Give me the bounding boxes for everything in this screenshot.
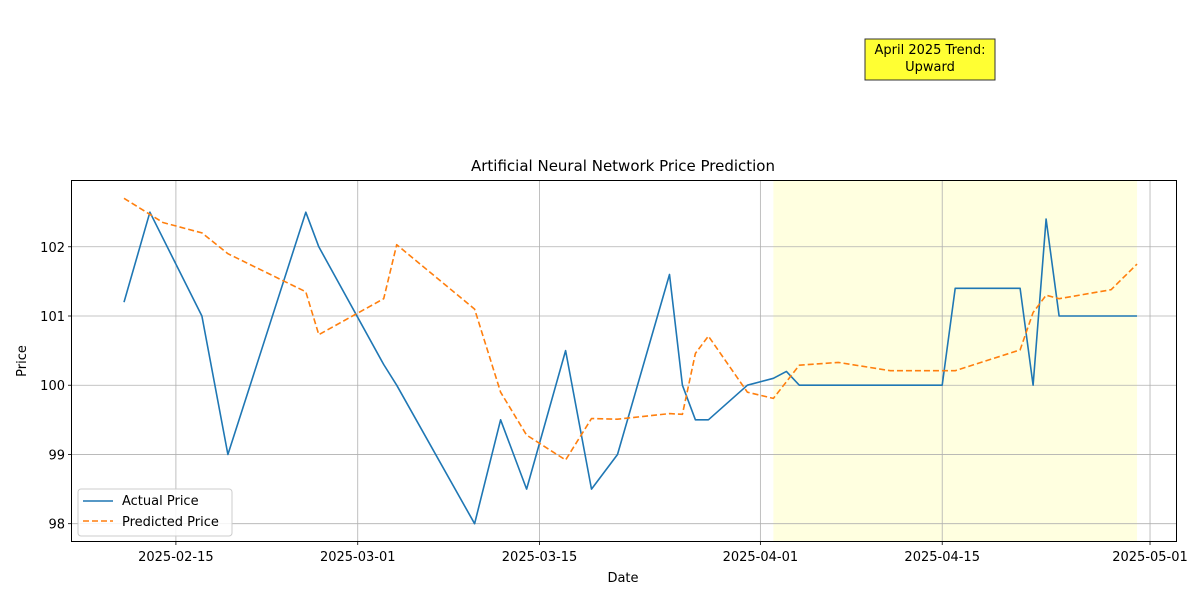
y-tick-label: 98 [48, 518, 65, 533]
y-tick-label: 102 [40, 241, 65, 256]
legend-box [77, 488, 233, 537]
highlight-region [773, 181, 1138, 541]
highlight-layer [773, 181, 1138, 541]
series-line-actual-price [123, 211, 1137, 525]
y-tick-label: 101 [40, 310, 65, 325]
x-tick-label: 2025-05-01 [1112, 550, 1188, 565]
x-tick-label: 2025-03-01 [320, 550, 396, 565]
series-layer [123, 197, 1138, 525]
legend-label-predicted-price: Predicted Price [122, 515, 219, 530]
axes-frame [71, 180, 1177, 542]
y-axis-label: Price [15, 345, 30, 377]
tick-layer: 2025-02-15 2025-03-01 2025-03-15 2025-04-01… [40, 241, 1188, 565]
legend: Actual Price Predicted Price [77, 488, 233, 537]
grid-layer [72, 181, 1176, 541]
y-tick-label: 100 [40, 379, 65, 394]
x-tick-label: 2025-03-15 [502, 550, 578, 565]
trend-annotation: April 2025 Trend: Upward [864, 38, 996, 81]
series-line-predicted-price [123, 197, 1138, 461]
annotation-box [864, 38, 996, 81]
annotation-line-2: Upward [905, 60, 955, 75]
legend-label-actual-price: Actual Price [122, 494, 199, 509]
y-tick-label: 99 [48, 448, 65, 463]
chart-title: Artificial Neural Network Price Predicti… [471, 157, 775, 175]
annotation-line-1: April 2025 Trend: [874, 43, 985, 58]
x-tick-label: 2025-04-15 [904, 550, 980, 565]
x-tick-label: 2025-04-01 [723, 550, 799, 565]
x-tick-label: 2025-02-15 [138, 550, 214, 565]
x-axis-label: Date [607, 571, 638, 586]
